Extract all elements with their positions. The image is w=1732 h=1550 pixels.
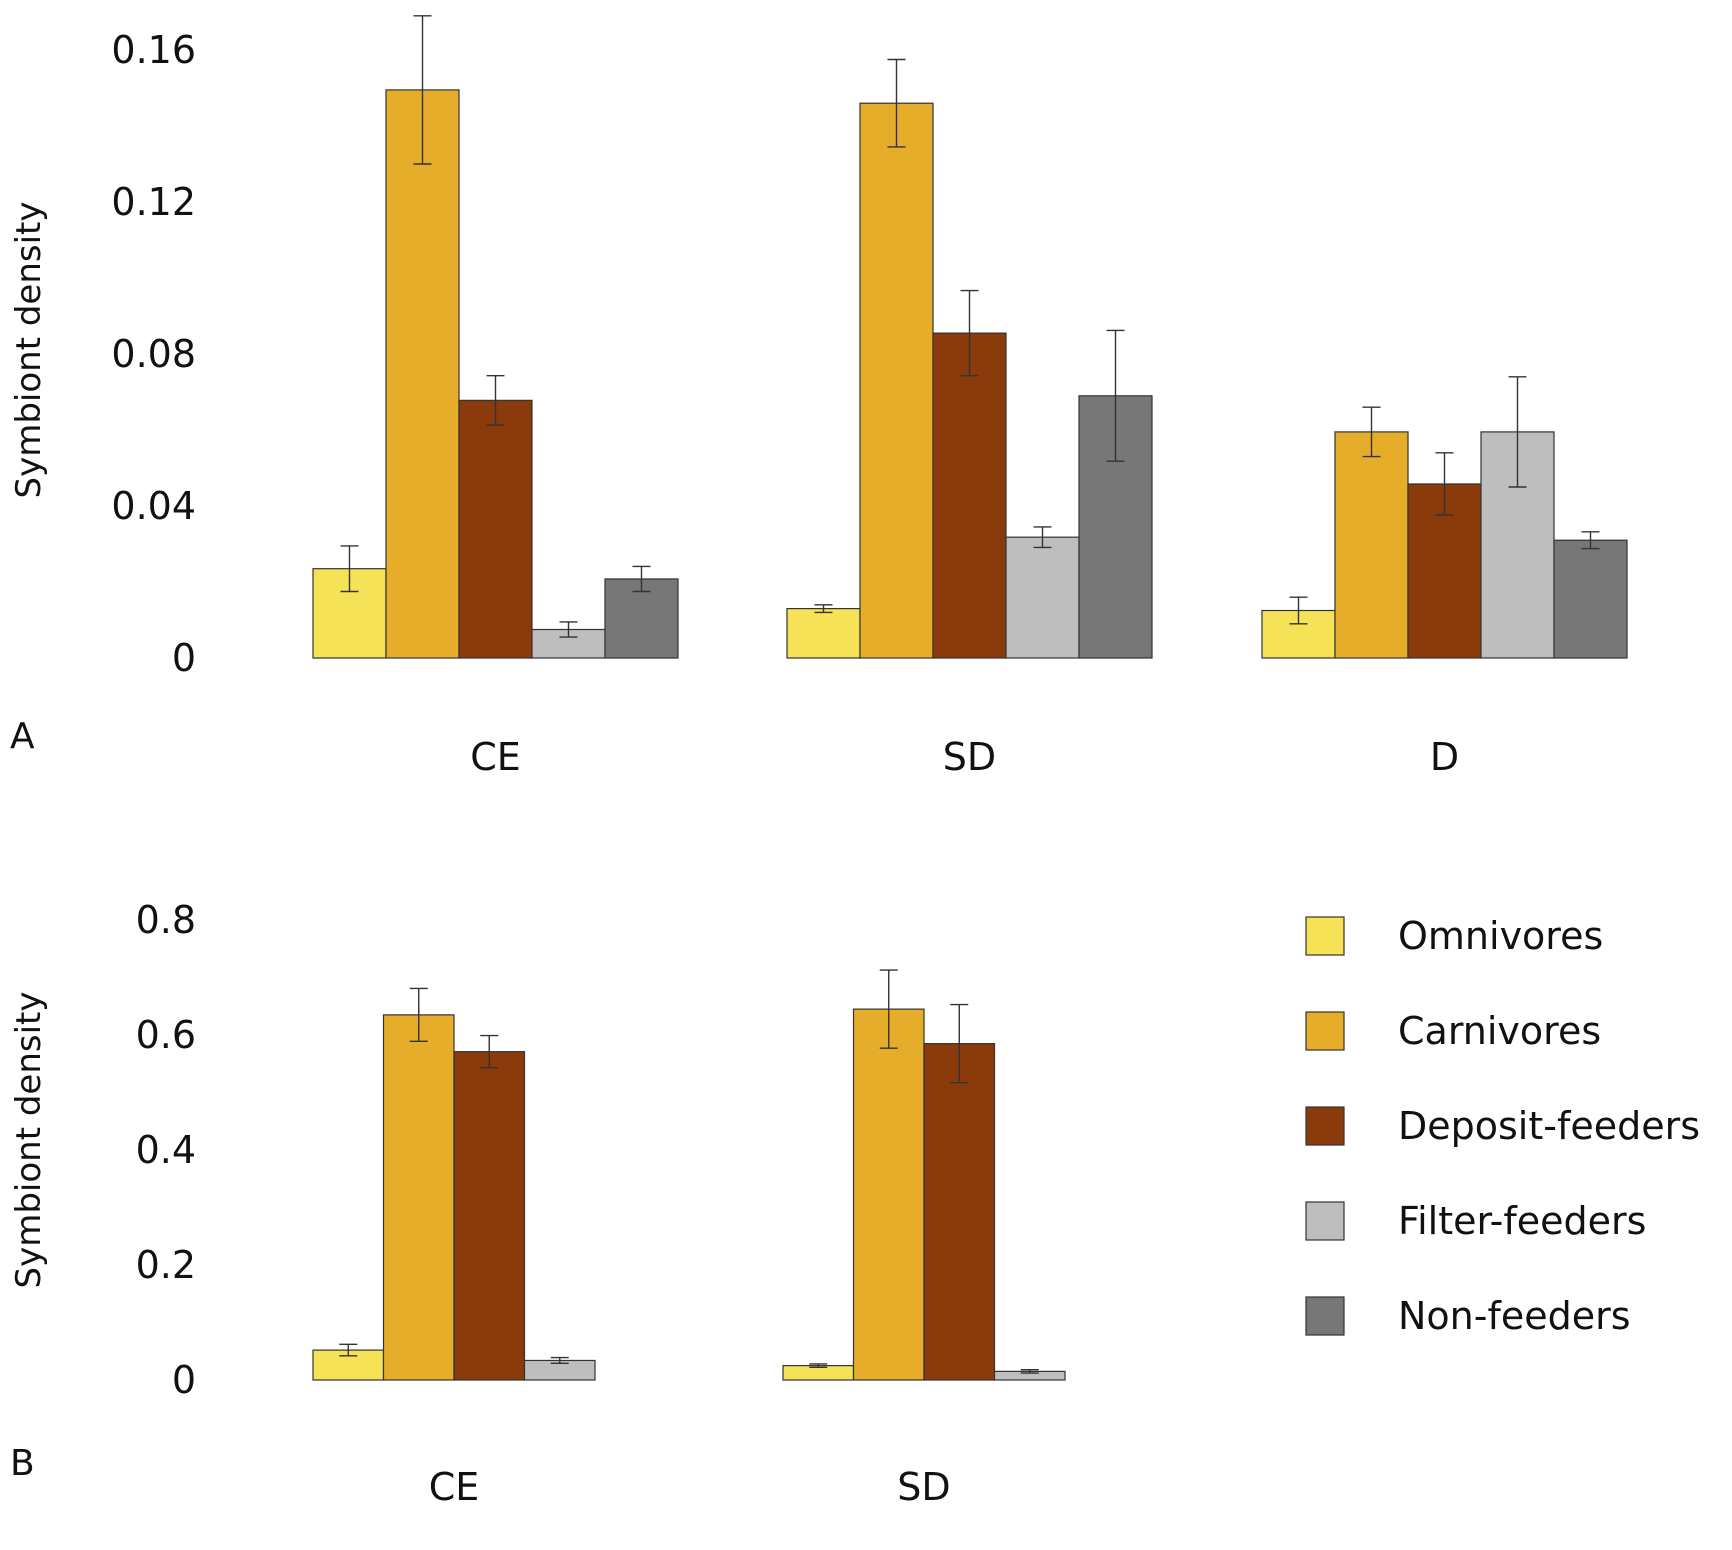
panel-a-bar-sd-omnivores (786, 607, 861, 659)
panel-a-bar-sd-carnivores (859, 102, 934, 659)
legend-swatch (1305, 1011, 1345, 1051)
panel-b-category-label: CE (429, 1465, 480, 1509)
panel-a-y-ticks: 0 0.04 0.08 0.12 0.16 (111, 28, 196, 680)
panel-b-ylabel: Symbiont density (9, 991, 49, 1288)
panel-b-ytick-label: 0 (172, 1358, 196, 1402)
panel-b-ytick-label: 0.6 (136, 1013, 196, 1057)
panel-a-bar-d-carnivores (1334, 431, 1409, 659)
panel-a-ytick-label: 0 (172, 636, 196, 680)
legend-label: Omnivores (1398, 914, 1603, 958)
panel-a-letter: A (10, 716, 35, 757)
panel-b-ytick-label: 0.8 (136, 898, 196, 942)
panel-a-chart: Symbiont density A 0 0.04 0.08 0.12 0.16 CE S… (9, 15, 1628, 779)
legend-swatch (1305, 916, 1345, 956)
panel-b-category-label: SD (897, 1465, 950, 1509)
panel-a-ytick-label: 0.12 (111, 180, 196, 224)
panel-a-bar-ce-carnivores (385, 89, 460, 659)
panel-a-bar-d-non-feeders (1553, 539, 1628, 659)
panel-a-bar-sd-deposit-feeders (932, 332, 1007, 659)
panel-a-category-label: CE (470, 735, 521, 779)
panel-a-category-label: SD (943, 735, 996, 779)
panel-b-bar-sd-carnivores (852, 1008, 925, 1381)
panel-b-category-labels: CE SD (429, 1465, 951, 1509)
legend-swatch (1305, 1106, 1345, 1146)
panel-b-ytick-label: 0.4 (136, 1128, 196, 1172)
legend-label: Filter-feeders (1398, 1199, 1646, 1243)
legend-swatch (1305, 1296, 1345, 1336)
legend-label: Non-feeders (1398, 1294, 1631, 1338)
panel-a-bar-sd-filter-feeders (1005, 536, 1080, 659)
panel-b-letter: B (10, 1443, 35, 1484)
panel-b-bar-ce-deposit-feeders (453, 1051, 526, 1381)
panel-a-category-label: D (1430, 735, 1459, 779)
panel-a-ylabel: Symbiont density (9, 201, 49, 498)
panel-a-bars (312, 15, 1628, 659)
panel-a-ytick-label: 0.04 (111, 484, 196, 528)
panel-a-category-labels: CE SD D (470, 735, 1459, 779)
panel-b-ytick-label: 0.2 (136, 1243, 196, 1287)
panel-a-bar-ce-deposit-feeders (458, 399, 533, 659)
panel-b-bar-ce-carnivores (382, 1014, 455, 1381)
panel-a-ytick-label: 0.08 (111, 332, 196, 376)
legend-label: Deposit-feeders (1398, 1104, 1700, 1148)
legend-label: Carnivores (1398, 1009, 1601, 1053)
panel-b-bar-sd-deposit-feeders (923, 1043, 996, 1381)
legend-swatch (1305, 1201, 1345, 1241)
panel-a-ytick-label: 0.16 (111, 28, 196, 72)
panel-b-chart: Symbiont density B 0 0.2 0.4 0.6 0.8 CE SD (9, 898, 1066, 1509)
panel-b-y-ticks: 0 0.2 0.4 0.6 0.8 (136, 898, 196, 1402)
legend: Omnivores Carnivores Deposit-feeders Filter… (1305, 914, 1700, 1338)
panel-b-bars (312, 969, 1066, 1381)
